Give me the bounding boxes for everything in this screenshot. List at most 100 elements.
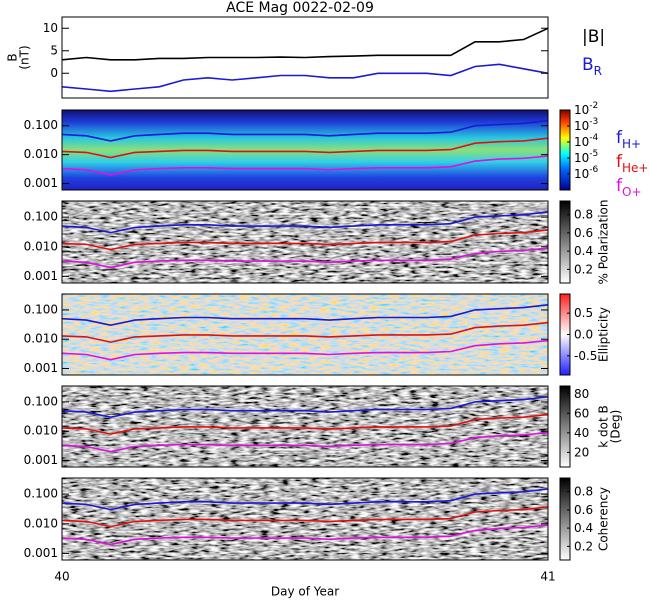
colorbar-tick-label: 80: [574, 386, 589, 400]
legend-label: B: [582, 55, 594, 75]
colorbar-tick-label: 0.4: [574, 244, 593, 258]
y-tick-label: 0.001: [24, 176, 58, 190]
colorbar-tick-label: 20: [574, 445, 589, 459]
series-line: [61, 413, 549, 435]
spectrogram-background: [62, 478, 548, 560]
y-tick-label: 0: [50, 66, 58, 80]
colorbar-tick-label: 60: [574, 406, 589, 420]
colorbar-tick-sup: -4: [589, 133, 598, 143]
colorbar-tick-label: 0.8: [574, 207, 593, 221]
y-tick-label: 10: [43, 21, 58, 35]
colorbar-tick-label: 10: [574, 103, 589, 117]
colorbar-label: k dot B: [597, 405, 611, 447]
series-line: [61, 431, 549, 453]
series-line: [61, 229, 549, 251]
colorbar-tick-label: 10-4: [574, 133, 599, 149]
colorbar-tick-label: 0.8: [574, 207, 593, 221]
colorbar-tick-label: 80: [574, 386, 589, 400]
colorbar-tick-sup: -6: [589, 165, 598, 175]
legend-label-sub: O+: [622, 185, 642, 199]
colorbar-tick-label: 0.6: [574, 225, 593, 239]
colorbar-tick-label: 0.0: [574, 327, 593, 341]
colorbar-tick-label: 10-2: [574, 101, 598, 117]
colorbar-tick-label: 40: [574, 425, 589, 439]
colorbar-label: (Deg): [609, 410, 623, 444]
colorbar-tick-label: 0.2: [574, 262, 593, 276]
series-line: [61, 137, 549, 159]
colorbar-label: Ellipticity: [597, 307, 611, 362]
legend-label: f: [616, 128, 623, 148]
legend-label: |B|: [582, 27, 605, 47]
colorbar-tick-label: 20: [574, 445, 589, 459]
x-axis-label: Day of Year: [271, 585, 339, 599]
colorbar: [559, 477, 571, 561]
spectrogram-background: [62, 386, 548, 467]
series-line: [61, 321, 549, 343]
y-axis-label: B: [6, 53, 20, 61]
series-line: [61, 27, 549, 61]
colorbar-tick-label: 0.6: [574, 225, 593, 239]
colorbar-tick-sup: -3: [589, 117, 598, 127]
plot-frame: [61, 200, 549, 284]
series-line: [61, 304, 549, 327]
legend-label: |B|: [582, 27, 605, 47]
series-line: [61, 524, 549, 546]
colorbar-tick-label: 10-5: [574, 149, 598, 165]
colorbar-tick-label: 40: [574, 425, 589, 439]
colorbar-tick-label: 10: [574, 135, 589, 149]
legend-label: fO+: [616, 176, 642, 199]
y-tick-label: 0.010: [24, 424, 58, 438]
y-tick-label: 0.001: [24, 361, 58, 375]
legend-label-sub: R: [594, 64, 602, 78]
plot-frame: [61, 293, 549, 376]
x-tick-label: 40: [54, 570, 69, 584]
plot-frame: [61, 16, 549, 99]
series-line: [61, 119, 549, 142]
colorbar-tick-label: -0.5: [574, 348, 597, 362]
plot-frame: [61, 109, 549, 191]
colorbar: [559, 385, 571, 468]
series-line: [61, 211, 549, 234]
series-line: [61, 506, 549, 528]
y-tick-label: 0.100: [24, 118, 58, 132]
chart-title: ACE Mag 0022-02-09: [226, 0, 374, 16]
series-line: [61, 247, 549, 269]
colorbar-label: % Polarization: [597, 200, 611, 285]
colorbar-tick-label: 0.8: [574, 484, 593, 498]
colorbar-tick-label: 60: [574, 406, 589, 420]
colorbar-tick-label: 10-6: [574, 165, 599, 181]
colorbar-tick-label: 10-3: [574, 117, 598, 133]
legend-label-sub: He+: [622, 161, 648, 175]
legend-label: BR: [582, 55, 602, 78]
y-tick-label: 5: [50, 43, 58, 57]
y-tick-label: 0.010: [24, 147, 58, 161]
y-tick-label: 0.001: [24, 453, 58, 467]
series-line: [61, 63, 549, 93]
colorbar-tick-label: 10: [574, 167, 589, 181]
y-tick-label: 0.100: [24, 487, 58, 501]
colorbar-tick-label: 0.4: [574, 521, 593, 535]
spectrogram-background: [62, 201, 548, 283]
spectrogram-background: [62, 294, 548, 375]
colorbar-tick-label: 0.4: [574, 521, 593, 535]
colorbar-tick-label: 0.6: [574, 502, 593, 516]
y-tick-label: 0.100: [24, 302, 58, 316]
colorbar-tick-label: 0.5: [574, 306, 593, 320]
y-tick-label: 0.001: [24, 269, 58, 283]
series-line: [61, 155, 549, 176]
y-axis-label: (nT): [18, 45, 32, 69]
series-line: [61, 488, 549, 511]
legend-label-sub: H+: [622, 137, 641, 151]
colorbar-tick-label: 0.0: [574, 327, 593, 341]
legend-label: fH+: [616, 128, 641, 151]
y-tick-label: 0.100: [24, 394, 58, 408]
colorbar-tick-label: 0.6: [574, 502, 593, 516]
series-line: [61, 396, 549, 419]
plot-frame: [61, 477, 549, 561]
colorbar-tick-label: 10: [574, 151, 589, 165]
colorbar-tick-label: 0.2: [574, 262, 593, 276]
spectrogram-background: [62, 110, 548, 190]
colorbar-tick-label: 10: [574, 119, 589, 133]
colorbar-tick-label: 0.2: [574, 539, 593, 553]
